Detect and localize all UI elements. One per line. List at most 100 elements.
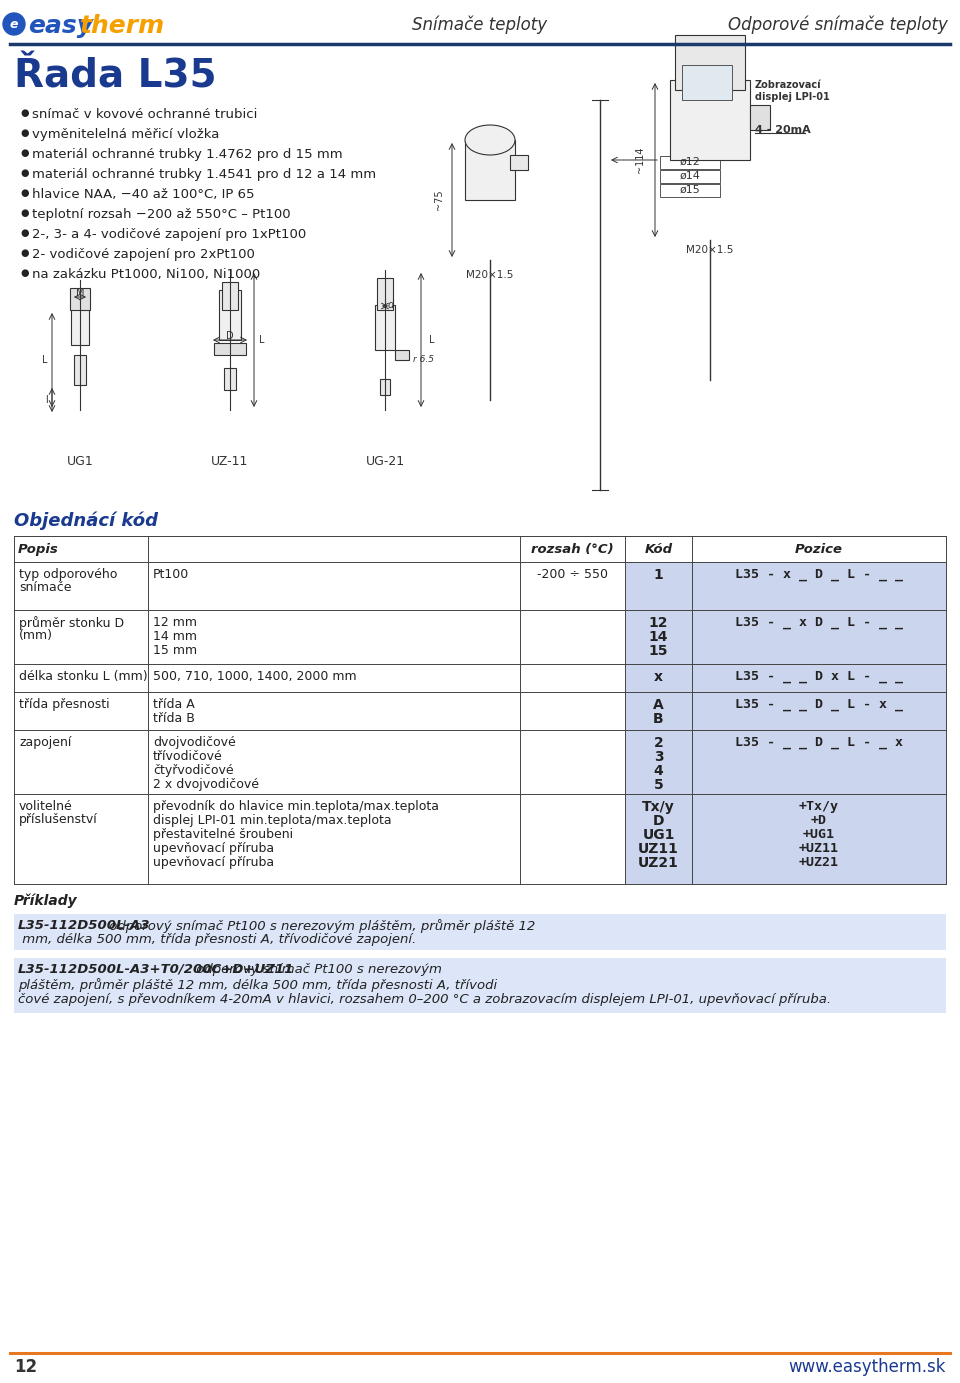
Text: ●: ● — [20, 167, 29, 178]
Bar — [660, 184, 720, 196]
Text: UG1: UG1 — [66, 455, 93, 467]
Text: +UZ11: +UZ11 — [799, 842, 839, 855]
Bar — [14, 664, 625, 692]
Text: snímač v kovové ochranné trubici: snímač v kovové ochranné trubici — [32, 108, 257, 120]
Bar — [660, 156, 720, 169]
Text: 12 mm: 12 mm — [153, 615, 197, 629]
Text: 2-, 3- a 4- vodičové zapojení pro 1xPt100: 2-, 3- a 4- vodičové zapojení pro 1xPt10… — [32, 228, 306, 241]
Text: materiál ochranné trubky 1.4762 pro d 15 mm: materiál ochranné trubky 1.4762 pro d 15… — [32, 148, 343, 160]
Text: typ odporového: typ odporového — [19, 568, 117, 581]
Text: UG-21: UG-21 — [366, 455, 404, 467]
Text: r 6.5: r 6.5 — [413, 355, 434, 365]
Text: třída přesnosti: třída přesnosti — [19, 698, 109, 711]
Text: materiál ochranné trubky 1.4541 pro d 12 a 14 mm: materiál ochranné trubky 1.4541 pro d 12… — [32, 167, 376, 181]
Text: (mm): (mm) — [19, 629, 53, 642]
Text: na zakázku Pt1000, Ni100, Ni1000: na zakázku Pt1000, Ni100, Ni1000 — [32, 268, 260, 281]
Text: teplotní rozsah −200 až 550°C – Pt100: teplotní rozsah −200 až 550°C – Pt100 — [32, 207, 291, 221]
Bar — [14, 914, 946, 950]
Bar — [625, 664, 946, 692]
Text: přestavitelné šroubeni: přestavitelné šroubeni — [153, 828, 293, 841]
Text: ●: ● — [20, 188, 29, 198]
Text: e: e — [10, 18, 18, 30]
Text: www.easytherm.sk: www.easytherm.sk — [788, 1358, 946, 1376]
Text: ●: ● — [20, 129, 29, 138]
Text: easy: easy — [28, 14, 93, 37]
Text: -200 ÷ 550: -200 ÷ 550 — [537, 568, 608, 581]
Text: Objednácí kód: Objednácí kód — [14, 512, 158, 531]
Text: ~114: ~114 — [635, 147, 645, 173]
Circle shape — [3, 12, 25, 35]
Text: L35 - _ _ D _ L - x _: L35 - _ _ D _ L - x _ — [735, 698, 903, 711]
Text: L35 - _ x D _ L - _ _: L35 - _ x D _ L - _ _ — [735, 615, 903, 629]
Text: ●: ● — [20, 268, 29, 278]
Bar — [14, 794, 625, 884]
Text: M20×1.5: M20×1.5 — [686, 245, 733, 254]
Text: UZ-11: UZ-11 — [211, 455, 249, 467]
Bar — [380, 379, 390, 396]
Text: +D: +D — [811, 815, 827, 827]
Text: délka stonku L (mm): délka stonku L (mm) — [19, 669, 148, 683]
Text: L: L — [259, 335, 265, 344]
Bar — [14, 610, 625, 664]
Bar — [682, 65, 732, 100]
Bar — [14, 692, 625, 730]
Text: Pozice: Pozice — [795, 544, 843, 556]
Text: průměr stonku D: průměr stonku D — [19, 615, 124, 631]
Text: 12: 12 — [649, 615, 668, 631]
Text: M: M — [76, 288, 84, 297]
Text: L35-112D500L-A3: L35-112D500L-A3 — [18, 918, 151, 932]
Text: čtyřvodičové: čtyřvodičové — [153, 763, 233, 777]
Text: L35 - _ _ D _ L - _ x: L35 - _ _ D _ L - _ x — [735, 736, 903, 750]
Text: +Tx/y: +Tx/y — [799, 799, 839, 813]
Bar — [675, 35, 745, 90]
Text: L35 - _ _ D x L - _ _: L35 - _ _ D x L - _ _ — [735, 669, 903, 683]
Text: ●: ● — [20, 148, 29, 158]
Text: Řada L35: Řada L35 — [14, 58, 217, 95]
Text: ●: ● — [20, 248, 29, 259]
Bar — [750, 105, 770, 130]
Text: 12: 12 — [14, 1358, 37, 1376]
Text: M20×1.5: M20×1.5 — [467, 270, 514, 279]
Text: L35 - x _ D _ L - _ _: L35 - x _ D _ L - _ _ — [735, 568, 903, 581]
Text: třída A: třída A — [153, 698, 195, 711]
Text: 2: 2 — [654, 736, 663, 750]
Text: mm, délka 500 mm, třída přesnosti A, třívodičové zapojení.: mm, délka 500 mm, třída přesnosti A, tří… — [18, 934, 417, 946]
Text: displej LPI-01 min.teplota/max.teplota: displej LPI-01 min.teplota/max.teplota — [153, 815, 392, 827]
Bar — [625, 610, 946, 664]
Bar — [14, 561, 625, 610]
Text: therm: therm — [80, 14, 165, 37]
Text: D: D — [227, 331, 234, 342]
Bar — [625, 561, 946, 610]
Text: L: L — [429, 335, 435, 344]
Text: A: A — [653, 698, 664, 712]
Text: Popis: Popis — [18, 544, 59, 556]
Bar — [375, 306, 395, 350]
Bar — [224, 368, 236, 390]
Text: 4 - 20mA: 4 - 20mA — [755, 124, 811, 136]
Text: třída B: třída B — [153, 712, 195, 725]
Text: příslušenství: příslušenství — [19, 813, 98, 826]
Bar — [395, 350, 409, 360]
Text: ●: ● — [20, 207, 29, 219]
Text: ●: ● — [20, 228, 29, 238]
Bar — [625, 692, 946, 730]
Text: +UG1: +UG1 — [803, 828, 835, 841]
Text: upevňovací příruba: upevňovací příruba — [153, 856, 275, 869]
Bar — [222, 282, 238, 310]
Bar — [70, 288, 90, 310]
Text: UZ11: UZ11 — [638, 842, 679, 856]
Bar — [219, 290, 241, 340]
Bar — [670, 80, 750, 160]
Text: pláštěm, průměr pláště 12 mm, délka 500 mm, třída přesnosti A, třívodi: pláštěm, průměr pláště 12 mm, délka 500 … — [18, 978, 497, 992]
Text: 5: 5 — [654, 779, 663, 792]
Text: +UZ21: +UZ21 — [799, 856, 839, 869]
Bar — [465, 140, 515, 201]
Text: odporový snímač Pt100 s nerezovým: odporový snímač Pt100 s nerezovým — [192, 963, 446, 976]
Text: UG1: UG1 — [642, 828, 675, 842]
Text: 1: 1 — [654, 568, 663, 582]
Bar — [71, 306, 89, 344]
Text: D: D — [653, 815, 664, 828]
Text: 14: 14 — [649, 631, 668, 644]
Text: ø14: ø14 — [680, 171, 701, 181]
Text: 3: 3 — [654, 750, 663, 763]
